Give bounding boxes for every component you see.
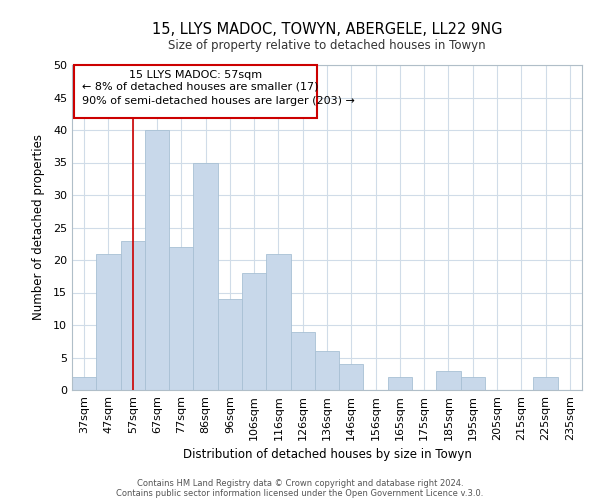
Bar bbox=[461, 377, 485, 390]
Bar bbox=[533, 377, 558, 390]
Bar bbox=[242, 273, 266, 390]
Bar bbox=[339, 364, 364, 390]
Bar bbox=[145, 130, 169, 390]
Bar bbox=[169, 247, 193, 390]
FancyBboxPatch shape bbox=[74, 65, 317, 118]
Text: ← 8% of detached houses are smaller (17): ← 8% of detached houses are smaller (17) bbox=[82, 82, 318, 92]
Bar bbox=[121, 240, 145, 390]
Text: 15 LLYS MADOC: 57sqm: 15 LLYS MADOC: 57sqm bbox=[129, 70, 262, 80]
Text: Contains HM Land Registry data © Crown copyright and database right 2024.: Contains HM Land Registry data © Crown c… bbox=[137, 478, 463, 488]
X-axis label: Distribution of detached houses by size in Towyn: Distribution of detached houses by size … bbox=[182, 448, 472, 461]
Bar bbox=[193, 162, 218, 390]
Bar bbox=[436, 370, 461, 390]
Bar bbox=[218, 299, 242, 390]
Text: Contains public sector information licensed under the Open Government Licence v.: Contains public sector information licen… bbox=[116, 488, 484, 498]
Bar bbox=[72, 377, 96, 390]
Title: 15, LLYS MADOC, TOWYN, ABERGELE, LL22 9NG: 15, LLYS MADOC, TOWYN, ABERGELE, LL22 9N… bbox=[152, 22, 502, 38]
Text: Size of property relative to detached houses in Towyn: Size of property relative to detached ho… bbox=[168, 40, 486, 52]
Bar bbox=[315, 351, 339, 390]
Text: 90% of semi-detached houses are larger (203) →: 90% of semi-detached houses are larger (… bbox=[82, 96, 355, 106]
Bar bbox=[266, 254, 290, 390]
Bar bbox=[388, 377, 412, 390]
Bar bbox=[96, 254, 121, 390]
Y-axis label: Number of detached properties: Number of detached properties bbox=[32, 134, 44, 320]
Bar bbox=[290, 332, 315, 390]
